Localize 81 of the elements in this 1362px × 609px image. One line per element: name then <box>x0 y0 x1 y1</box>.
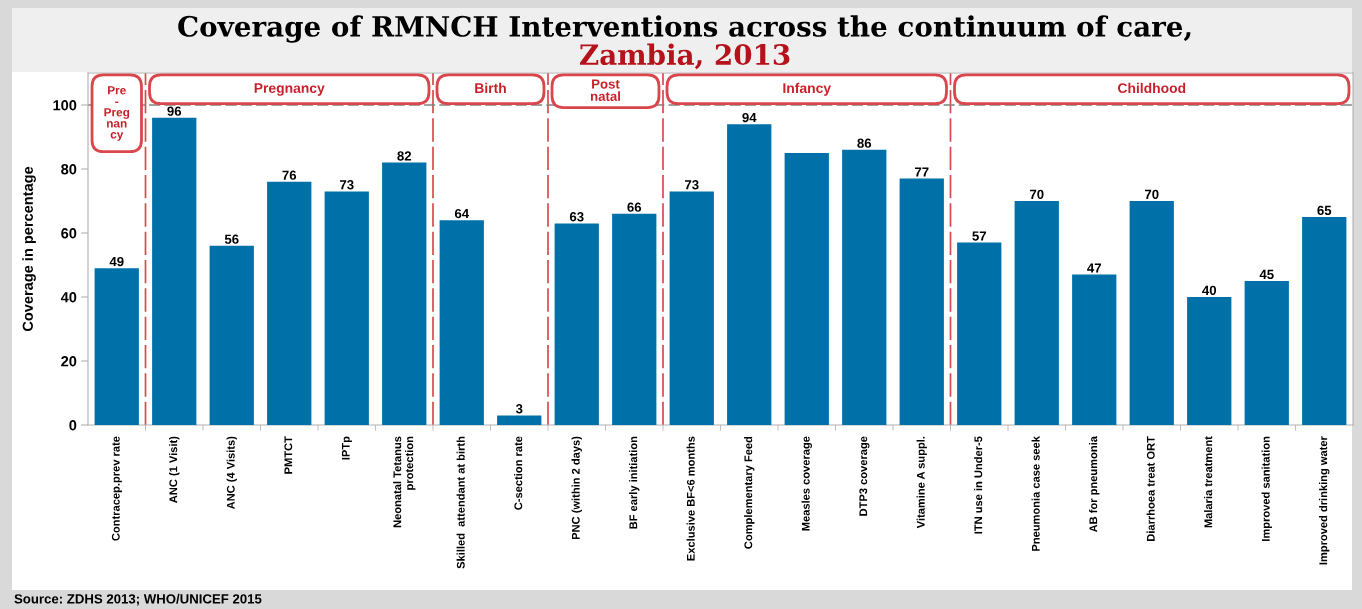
y-tick-label: 20 <box>61 356 77 367</box>
data-label: 73 <box>339 180 354 190</box>
data-label: 96 <box>167 106 182 116</box>
band-label: Pregnancy <box>254 83 325 96</box>
data-label: 40 <box>1202 285 1217 296</box>
x-tick-label: Vitamine A suppl. <box>916 436 927 529</box>
data-label: 82 <box>397 151 412 161</box>
data-label: 73 <box>684 180 699 190</box>
band-label: Infancy <box>783 82 831 96</box>
bar <box>382 162 427 425</box>
y-tick-label: 0 <box>69 420 77 431</box>
x-tick-label: ITN use in Under-5 <box>974 436 983 534</box>
bar <box>324 191 369 425</box>
band-label: Birth <box>475 82 506 94</box>
chart-subtitle: Zambia, 2013 <box>579 43 790 70</box>
x-tick-label: Malaria treatment <box>1204 436 1213 528</box>
bar <box>1244 281 1289 425</box>
bar <box>1129 201 1174 425</box>
data-label: 70 <box>1144 189 1159 200</box>
data-label: 64 <box>454 208 470 219</box>
bar <box>497 415 542 425</box>
y-tick-label: 100 <box>53 100 77 111</box>
x-tick-label: DTP3 coverage <box>859 436 870 516</box>
bar <box>1072 274 1117 425</box>
data-label: 77 <box>914 167 929 177</box>
bar <box>899 178 944 425</box>
band-label: Post natal <box>590 79 620 101</box>
x-tick-label: AB for pneumonia <box>1089 436 1100 533</box>
data-label: 56 <box>224 234 239 244</box>
band-label: Pre - Preg nan cy <box>104 86 130 141</box>
x-tick-label: C-section rate <box>514 436 523 510</box>
data-label: 49 <box>109 256 124 267</box>
bar <box>784 153 829 425</box>
x-tick-label: Diarrhoea treat ORT <box>1146 436 1155 541</box>
x-tick-label: Measles coverage <box>801 436 812 531</box>
y-axis-title: Coverage in percentage <box>22 166 36 332</box>
bar <box>957 242 1002 425</box>
x-tick-label: ANC (1 Visit) <box>169 436 180 503</box>
bar <box>727 124 772 425</box>
x-tick-label: Contracep.prev rate <box>111 436 122 541</box>
x-tick-label: ANC (4 Visits) <box>226 436 237 510</box>
bar <box>1302 217 1347 425</box>
y-tick-label: 60 <box>61 228 77 239</box>
x-tick-label: Improved sanitation <box>1261 436 1272 541</box>
data-label: 76 <box>282 170 297 180</box>
bar <box>267 181 312 425</box>
data-label: 86 <box>857 138 872 148</box>
data-label: 47 <box>1087 263 1102 273</box>
x-tick-label: Exclusive BF<6 months <box>686 436 695 561</box>
x-tick-label: Improved drinking water <box>1319 436 1330 565</box>
bar <box>209 245 254 425</box>
bar <box>612 213 657 425</box>
data-label: 65 <box>1317 205 1332 216</box>
band-label: Childhood <box>1118 82 1186 94</box>
bar <box>439 220 484 425</box>
bar <box>1014 201 1059 425</box>
data-label: 70 <box>1029 189 1044 200</box>
data-label: 3 <box>515 404 523 414</box>
data-label: 66 <box>627 202 642 212</box>
x-tick-label: Pneumonia case seek <box>1031 436 1040 551</box>
x-tick-label: IPTp <box>341 436 352 460</box>
x-tick-label: Complementary Feed <box>744 436 755 549</box>
bar <box>669 191 714 425</box>
y-tick-label: 40 <box>60 292 77 303</box>
x-tick-label: PMTCT <box>284 436 293 474</box>
data-label: 45 <box>1259 269 1274 280</box>
data-label: 94 <box>742 112 757 123</box>
x-tick-label: Neonatal Tetanus protection <box>393 436 416 528</box>
chart-title: Coverage of RMNCH Interventions across the continuum of care, <box>178 15 1191 43</box>
source-note: Source: ZDHS 2013; WHO/UNICEF 2015 <box>14 593 262 606</box>
bar <box>554 223 599 425</box>
y-tick-label: 80 <box>61 164 77 175</box>
data-label: 63 <box>569 212 584 222</box>
data-label: 57 <box>972 231 987 241</box>
bar <box>94 268 139 425</box>
bar <box>1187 297 1232 425</box>
bar <box>152 117 197 425</box>
x-tick-label: BF early initiation <box>629 436 640 529</box>
x-tick-label: Skilled attendant at birth <box>456 436 465 569</box>
bar <box>842 149 887 425</box>
x-tick-label: PNC (within 2 days) <box>571 436 582 540</box>
